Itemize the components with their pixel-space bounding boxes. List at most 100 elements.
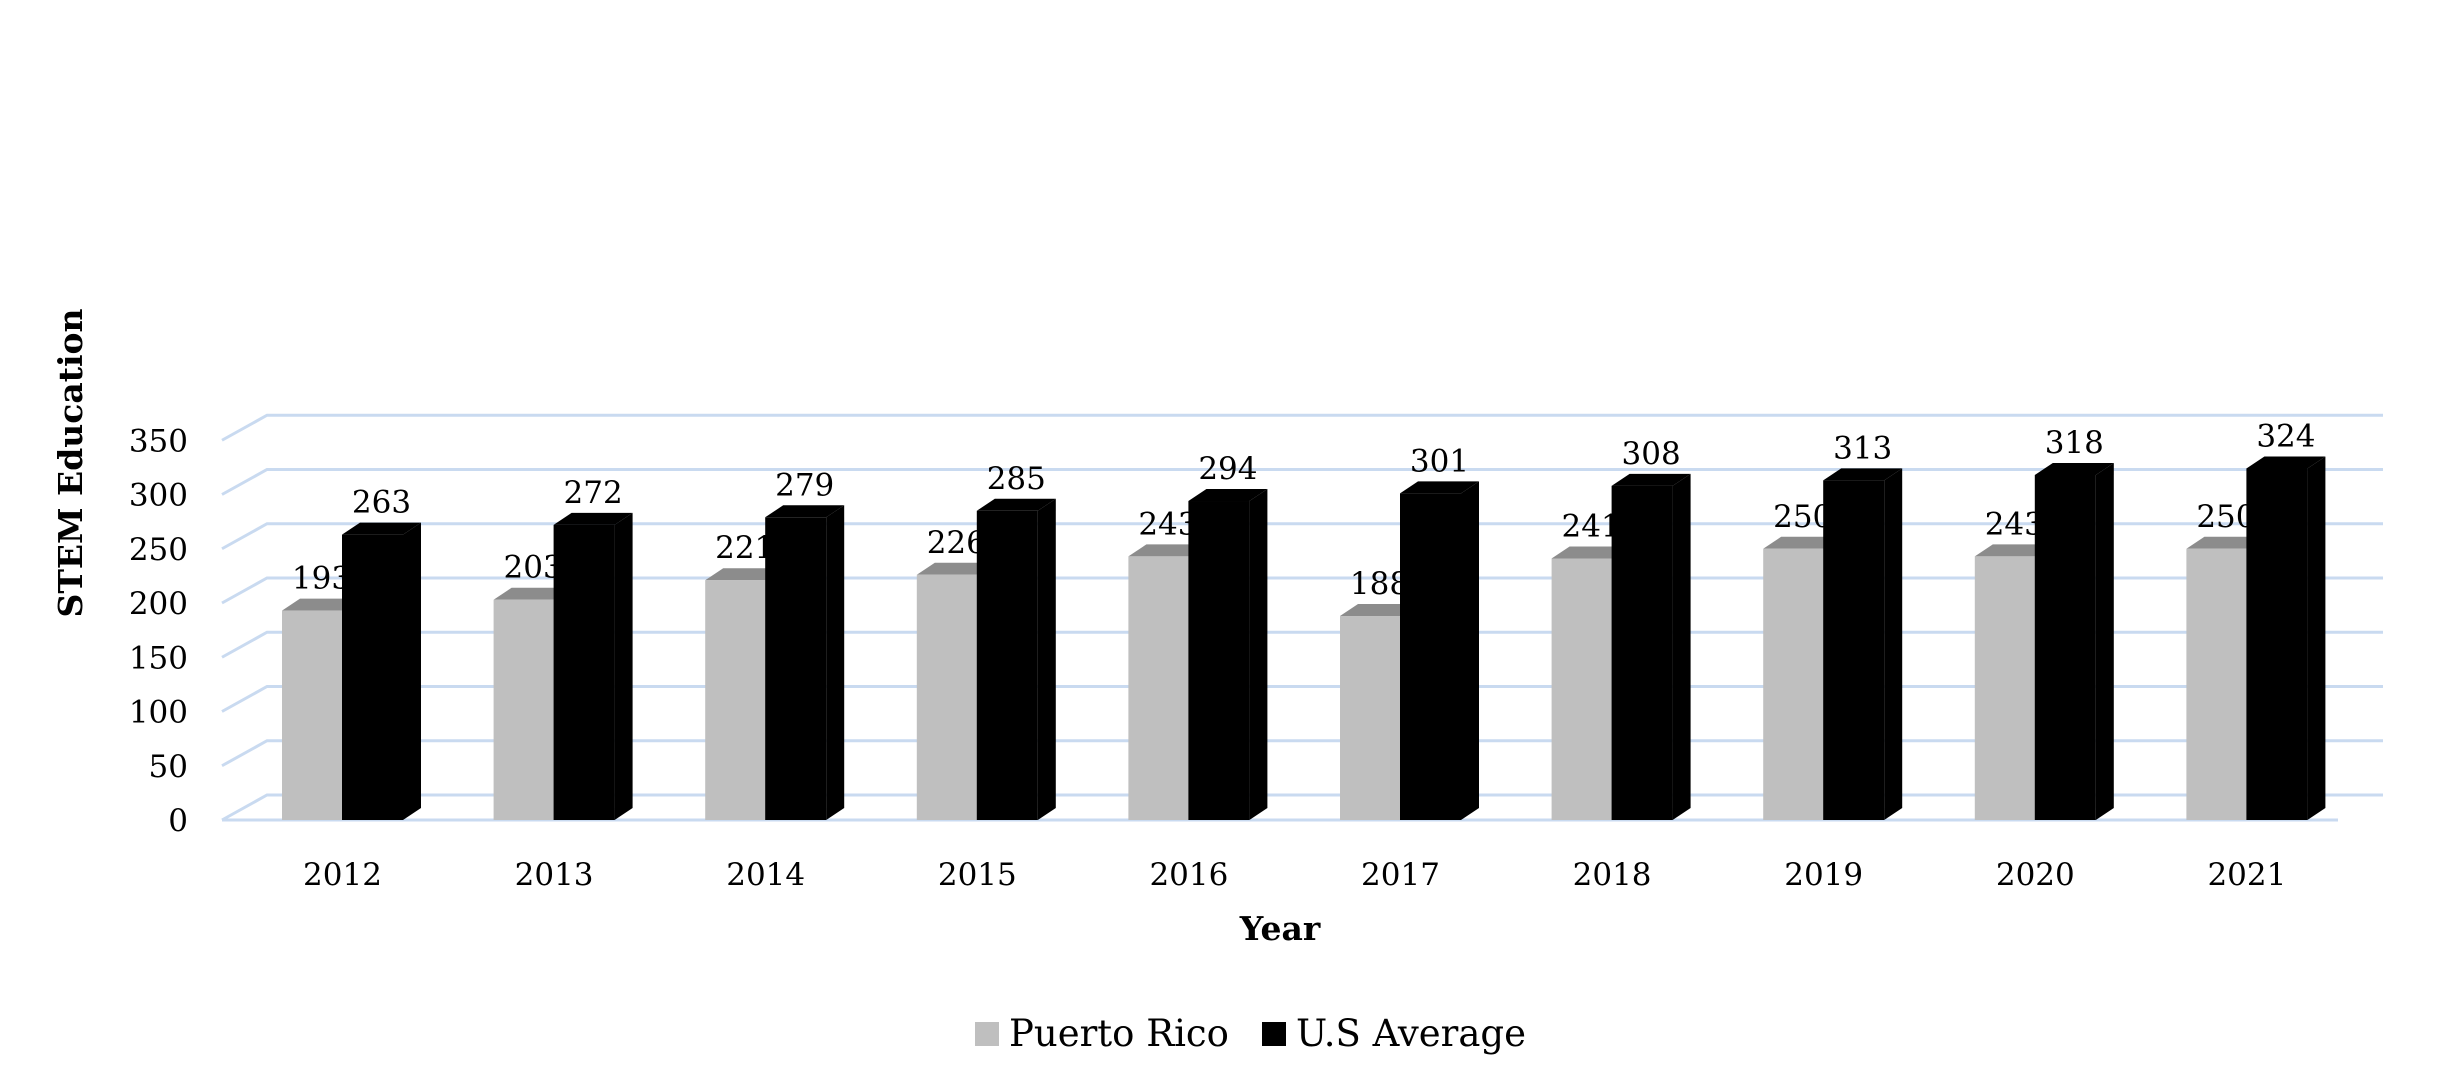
data-label: 226 <box>927 525 986 561</box>
data-label: 263 <box>352 485 411 521</box>
x-axis-title: Year <box>1239 909 1321 948</box>
bar-side <box>614 512 633 820</box>
bar <box>705 580 767 820</box>
data-label: 313 <box>1833 430 1892 466</box>
bar <box>1823 480 1885 820</box>
x-tick-label: 2018 <box>1573 857 1652 893</box>
y-tick-label: 50 <box>149 749 188 785</box>
bar-side <box>1672 473 1691 820</box>
bar <box>553 524 615 820</box>
bar <box>2034 474 2096 820</box>
x-tick-label: 2013 <box>515 857 594 893</box>
bar <box>1974 556 2036 820</box>
bar-side <box>1249 489 1268 820</box>
bar-side <box>1884 468 1903 820</box>
y-tick-label: 350 <box>129 423 188 459</box>
x-tick-label: 2016 <box>1149 857 1228 893</box>
gridline <box>221 413 2383 442</box>
data-label: 250 <box>1773 499 1832 535</box>
bar <box>342 534 403 820</box>
bar-side <box>1037 498 1056 820</box>
x-tick-label: 2014 <box>726 857 805 893</box>
x-tick-label: 2012 <box>303 857 382 893</box>
bar-top <box>1611 473 1691 486</box>
data-label: 301 <box>1410 443 1469 479</box>
bar <box>1551 558 1613 820</box>
bar <box>493 599 555 820</box>
y-tick-label: 0 <box>168 803 188 839</box>
bar-top <box>342 522 421 535</box>
bar-side <box>1461 481 1479 820</box>
data-label: 250 <box>2196 499 2255 535</box>
bar-top <box>705 568 785 581</box>
bar-top <box>1551 546 1631 559</box>
bar-side <box>403 522 421 820</box>
data-label: 193 <box>292 561 351 597</box>
bar-top <box>1823 468 1903 481</box>
data-label: 203 <box>504 550 563 586</box>
bar <box>1188 501 1250 820</box>
bar <box>916 574 978 820</box>
bar <box>2246 468 2308 820</box>
x-tick-label: 2019 <box>1784 857 1863 893</box>
bar <box>1763 548 1825 820</box>
gridline <box>221 468 2383 496</box>
x-tick-label: 2015 <box>938 857 1017 893</box>
bar-top <box>1128 544 1208 557</box>
data-label: 318 <box>2045 425 2104 461</box>
data-label: 294 <box>1198 451 1257 487</box>
bar-top <box>1400 481 1479 494</box>
bar-top <box>1763 536 1843 549</box>
y-axis-title: STEM Education <box>51 308 90 617</box>
bar-top <box>2186 536 2266 549</box>
bar-top <box>2034 462 2114 475</box>
bar-top <box>493 587 573 600</box>
y-tick-label: 100 <box>129 695 188 731</box>
x-tick-label: 2017 <box>1361 857 1440 893</box>
x-tick-label: 2021 <box>2207 857 2286 893</box>
y-tick-label: 150 <box>129 640 188 676</box>
legend-label-puerto-rico: Puerto Rico <box>1009 1012 1229 1055</box>
data-label: 241 <box>1562 509 1621 545</box>
legend: Puerto Rico U.S Average <box>975 1012 1526 1055</box>
y-axis-ticks: 0 50 100 150 200 250 300 350 <box>129 423 188 839</box>
legend-swatch-puerto-rico <box>975 1022 999 1046</box>
bar-top <box>553 512 633 525</box>
bar <box>282 610 343 820</box>
data-label: 285 <box>987 461 1046 497</box>
bar-top <box>916 562 996 575</box>
data-label: 272 <box>564 475 623 511</box>
bar <box>1340 616 1401 820</box>
data-label: 243 <box>1138 506 1197 542</box>
data-label: 188 <box>1350 566 1409 602</box>
bar <box>1400 493 1461 820</box>
bars <box>282 456 2326 820</box>
legend-label-us-average: U.S Average <box>1296 1012 1526 1055</box>
bar-top <box>765 505 845 518</box>
x-axis-ticks: 2012 2013 2014 2015 2016 2017 2018 2019 2020 2021 <box>303 857 2286 893</box>
data-label: 243 <box>1985 506 2044 542</box>
x-tick-label: 2020 <box>1996 857 2075 893</box>
bar-side <box>2307 456 2326 820</box>
bar <box>1611 485 1673 820</box>
data-label: 221 <box>715 530 774 566</box>
bar-top <box>1188 489 1268 502</box>
y-tick-label: 250 <box>129 532 188 568</box>
y-tick-label: 200 <box>129 586 188 622</box>
legend-item-puerto-rico: Puerto Rico <box>975 1012 1229 1055</box>
bar-top <box>976 498 1056 511</box>
data-label: 279 <box>775 467 834 503</box>
bar-top <box>2246 456 2326 469</box>
legend-swatch-us-average <box>1262 1022 1286 1046</box>
data-label: 308 <box>1622 436 1681 472</box>
gridlines <box>221 413 2383 822</box>
bar <box>765 517 827 820</box>
bar-top <box>1974 544 2054 557</box>
data-labels: 1932632032722212792262852432941883012413… <box>292 418 2316 602</box>
bar-side <box>826 505 845 820</box>
bar-side <box>2095 462 2114 820</box>
bar-top <box>1340 604 1419 617</box>
legend-item-us-average: U.S Average <box>1262 1012 1526 1055</box>
